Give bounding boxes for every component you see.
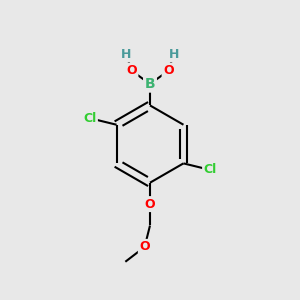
Text: Cl: Cl [204, 164, 217, 176]
Text: O: O [139, 240, 150, 254]
Text: O: O [163, 64, 174, 77]
Text: H: H [121, 48, 131, 61]
Text: O: O [126, 64, 137, 77]
Text: B: B [145, 77, 155, 91]
Text: Cl: Cl [83, 112, 96, 125]
Text: H: H [169, 48, 179, 61]
Text: O: O [145, 198, 155, 211]
